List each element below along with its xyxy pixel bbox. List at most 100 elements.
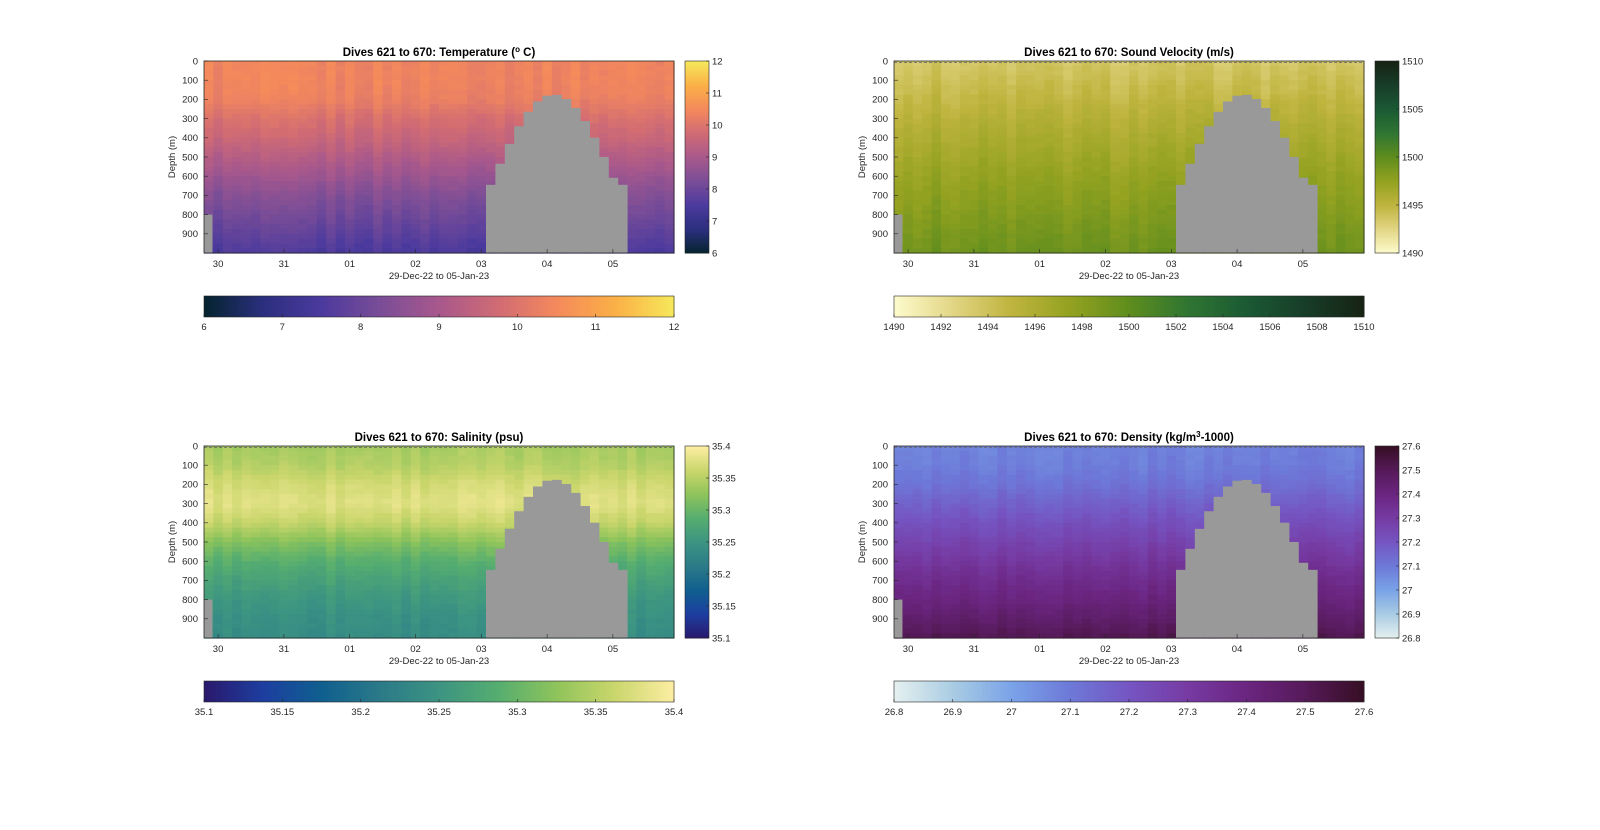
heatmap-cell	[1053, 229, 1064, 235]
heatmap-cell	[232, 474, 243, 481]
colorbar-swatch	[1375, 131, 1399, 134]
heatmap-cell	[448, 224, 459, 230]
colorbar-swatch	[1152, 296, 1156, 317]
heatmap-cell	[392, 224, 402, 230]
heatmap-cell	[959, 118, 970, 124]
heatmap-cell	[354, 190, 365, 196]
heatmap-cell	[551, 65, 562, 72]
heatmap-cell	[645, 185, 656, 192]
heatmap-cell	[1317, 219, 1327, 225]
heatmap-cell	[486, 137, 496, 144]
heatmap-cell	[222, 109, 233, 115]
heatmap-cell	[894, 118, 904, 124]
heatmap-cell	[1063, 94, 1074, 100]
heatmap-cell	[213, 152, 224, 158]
heatmap-cell	[401, 181, 412, 187]
heatmap-cell	[1298, 166, 1309, 172]
heatmap-cell	[213, 556, 224, 562]
heatmap-cell	[1006, 243, 1017, 249]
heatmap-cell	[326, 214, 337, 220]
heatmap-cell	[345, 185, 355, 192]
heatmap-cell	[241, 585, 252, 591]
heatmap-cell	[448, 233, 459, 240]
colorbar-swatch	[1067, 296, 1071, 317]
heatmap-cell	[1006, 70, 1017, 76]
heatmap-cell	[645, 137, 656, 144]
heatmap-cell	[1044, 157, 1055, 163]
heatmap-cell	[288, 205, 299, 211]
heatmap-cell	[1138, 219, 1149, 225]
heatmap-cell	[486, 99, 496, 105]
heatmap-cell	[627, 190, 637, 196]
heatmap-cell	[903, 80, 914, 86]
colorbar-swatch	[685, 233, 709, 236]
heatmap-cell	[269, 133, 280, 139]
heatmap-cell	[204, 176, 214, 182]
heatmap-cell	[1100, 65, 1111, 72]
heatmap-cell	[931, 205, 942, 211]
heatmap-cell	[316, 128, 327, 134]
heatmap-cell	[354, 104, 365, 110]
colorbar-swatch	[1228, 296, 1233, 317]
heatmap-cell	[241, 594, 252, 601]
heatmap-cell	[655, 219, 666, 225]
heatmap-cell	[269, 450, 280, 457]
heatmap-cell	[326, 94, 337, 100]
heatmap-cell	[260, 229, 271, 235]
heatmap-cell	[959, 248, 970, 254]
heatmap-cell	[1082, 109, 1092, 115]
heatmap-cell	[912, 224, 923, 230]
heatmap-cell	[204, 594, 214, 601]
colorbar-swatch	[1375, 189, 1399, 192]
colorbar-swatch	[380, 296, 384, 317]
heatmap-cell	[476, 248, 487, 254]
heatmap-cell	[260, 513, 271, 519]
x-tick-label: 31	[279, 259, 290, 270]
heatmap-cell	[288, 89, 299, 96]
heatmap-cell	[1326, 85, 1337, 91]
heatmap-cell	[392, 238, 402, 244]
colorbar-swatch	[295, 296, 299, 317]
heatmap-cell	[589, 113, 600, 120]
heatmap-cell	[1270, 85, 1280, 91]
heatmap-cell	[335, 157, 346, 163]
heatmap-cell	[222, 460, 233, 466]
heatmap-cell	[204, 503, 214, 509]
heatmap-cell	[382, 238, 393, 244]
heatmap-cell	[213, 460, 224, 466]
heatmap-cell	[1354, 224, 1365, 230]
heatmap-cell	[222, 551, 233, 557]
heatmap-cell	[222, 94, 233, 100]
heatmap-cell	[664, 161, 675, 168]
heatmap-cell	[420, 104, 431, 110]
colorbar-swatch	[1349, 296, 1353, 317]
heatmap-cell	[1035, 147, 1045, 153]
heatmap-cell	[373, 233, 384, 240]
heatmap-cell	[307, 238, 318, 244]
heatmap-cell	[222, 455, 233, 461]
heatmap-cell	[204, 522, 214, 529]
heatmap-cell	[382, 113, 393, 120]
heatmap-cell	[307, 205, 318, 211]
heatmap-cell	[1035, 152, 1045, 158]
heatmap-cell	[373, 166, 384, 172]
heatmap-cell	[978, 233, 989, 240]
colorbar-swatch	[544, 296, 549, 317]
heatmap-cell	[1072, 128, 1083, 134]
heatmap-cell	[1072, 161, 1083, 168]
colorbar-swatch	[568, 296, 572, 317]
colorbar-swatch	[1278, 296, 1283, 317]
heatmap-cell	[241, 185, 252, 192]
heatmap-cell	[213, 161, 224, 168]
colorbar-swatch	[1375, 245, 1399, 248]
heatmap-cell	[345, 214, 355, 220]
heatmap-cell	[260, 61, 271, 67]
heatmap-cell	[269, 80, 280, 86]
heatmap-cell	[1100, 185, 1111, 192]
heatmap-cell	[1138, 147, 1149, 153]
heatmap-cell	[1035, 248, 1045, 254]
heatmap-cell	[241, 233, 252, 240]
colorbar-swatch	[468, 296, 472, 317]
heatmap-cell	[617, 65, 628, 72]
heatmap-cell	[1072, 229, 1083, 235]
